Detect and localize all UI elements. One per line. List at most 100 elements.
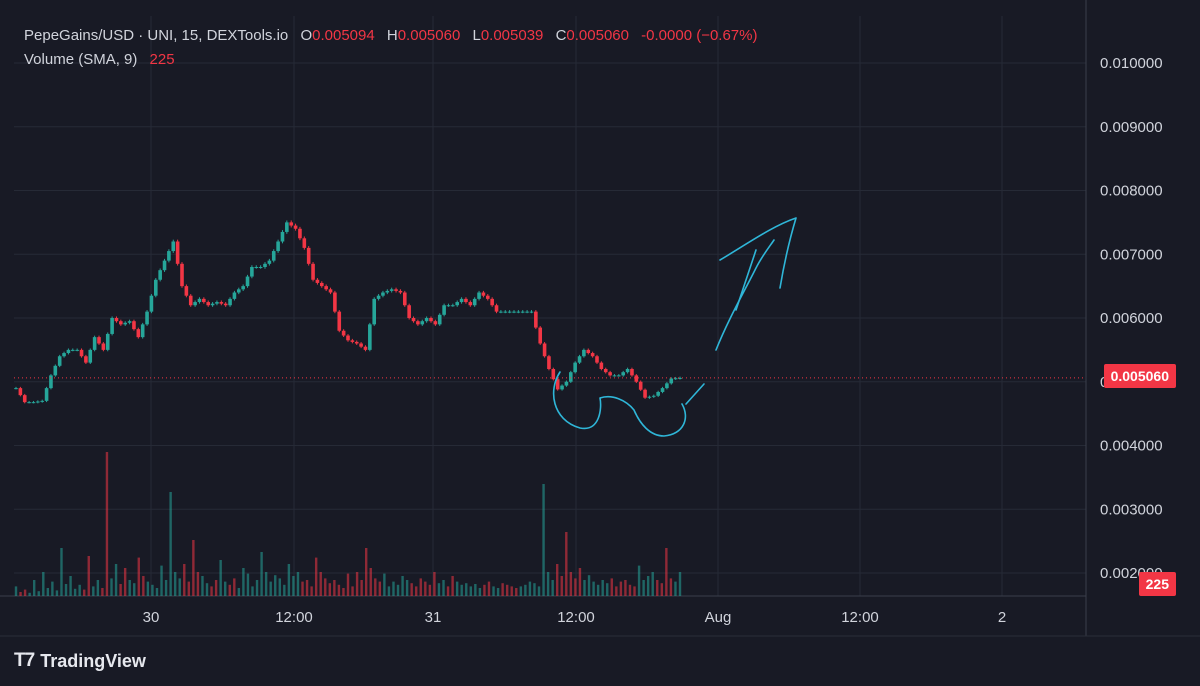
volume-bar xyxy=(651,572,654,596)
candle-body xyxy=(232,292,237,299)
candle-body xyxy=(315,279,320,283)
candle-body xyxy=(302,238,307,248)
volume-bar xyxy=(487,581,491,596)
candle-body xyxy=(258,267,263,268)
candle-body xyxy=(363,346,368,350)
volume-bar xyxy=(360,580,363,596)
candle-body xyxy=(250,267,254,277)
candle-body xyxy=(411,318,416,322)
candle-body xyxy=(551,369,556,380)
volume-bar xyxy=(392,581,395,596)
tradingview-brand[interactable]: T7 TradingView xyxy=(14,650,146,672)
volume-bar xyxy=(64,584,68,596)
open-label: O xyxy=(300,27,313,44)
candle-body xyxy=(36,401,40,403)
candle-body xyxy=(197,298,202,303)
volume-bar xyxy=(455,581,459,596)
volume-bar xyxy=(619,581,623,596)
volume-bar xyxy=(255,580,259,596)
candle-body xyxy=(145,311,149,325)
volume-bar xyxy=(474,584,477,596)
volume-bar xyxy=(260,552,263,596)
candle-body xyxy=(442,305,446,315)
volume-bar xyxy=(483,584,486,596)
volume-bar xyxy=(637,565,641,596)
candle-body xyxy=(70,349,75,351)
volume-bar xyxy=(219,560,222,596)
candle-body xyxy=(149,295,154,312)
candle-body xyxy=(542,343,547,357)
volume-bar xyxy=(242,568,245,596)
candle-body xyxy=(656,391,660,396)
candle-body xyxy=(582,349,586,357)
volume-bar xyxy=(228,584,231,596)
candle-body xyxy=(560,385,564,390)
y-tick-label: 0.007000 xyxy=(1100,246,1163,263)
candle-body xyxy=(608,372,612,376)
volume-bar xyxy=(119,584,122,596)
last-price-tag: 0.005060 xyxy=(1103,364,1176,388)
candle-body xyxy=(241,286,245,290)
chart-legend: PepeGains/USD · UNI, 15, DEXTools.io O0.… xyxy=(24,27,757,75)
volume-bar xyxy=(528,581,532,596)
volume-bar xyxy=(601,580,604,596)
candle-body xyxy=(354,341,359,344)
candle-body xyxy=(223,303,228,306)
volume-tag: 225 xyxy=(1138,572,1176,596)
volume-bar xyxy=(342,588,345,596)
volume-bar xyxy=(187,581,191,596)
volume-bar xyxy=(110,578,113,596)
volume-bar xyxy=(519,586,523,596)
candle-body xyxy=(119,321,123,325)
volume-bar xyxy=(210,586,213,596)
candle-body xyxy=(665,383,669,389)
high-value: 0.005060 xyxy=(397,27,461,44)
candle-body xyxy=(433,321,438,325)
candle-body xyxy=(407,305,411,318)
volume-bar xyxy=(533,583,536,596)
volume-bar xyxy=(128,580,131,596)
volume-bar xyxy=(401,576,404,596)
volume-bar xyxy=(183,564,186,596)
candle-body xyxy=(446,305,451,307)
candle-body xyxy=(136,329,141,338)
volume-bar xyxy=(374,578,377,596)
volume-bar xyxy=(105,452,109,596)
candle-body xyxy=(490,298,494,306)
volume-bar xyxy=(646,576,650,596)
candle-body xyxy=(44,388,49,401)
volume-bar xyxy=(237,588,241,596)
candle-body xyxy=(586,349,591,354)
drawn-arrow-shaft xyxy=(715,239,775,351)
candle-body xyxy=(525,311,529,313)
volume-bar xyxy=(92,586,95,596)
drawn-double-bottom xyxy=(552,371,687,437)
candle-body xyxy=(603,369,608,373)
volume-bar xyxy=(469,586,472,596)
candle-body xyxy=(193,302,197,306)
candle-body xyxy=(359,343,363,347)
candle-body xyxy=(110,318,114,334)
volume-bar xyxy=(164,580,168,596)
volume-bar xyxy=(233,578,236,596)
volume-bar xyxy=(328,583,332,596)
volume-bar xyxy=(505,584,509,596)
volume-bar xyxy=(364,548,368,596)
volume-bar xyxy=(596,584,600,596)
volume-bar xyxy=(583,580,586,596)
candle-body xyxy=(311,263,315,280)
y-tick-label: 0.008000 xyxy=(1100,183,1163,200)
candle-body xyxy=(127,321,132,323)
candle-body xyxy=(66,349,71,354)
volume-bar xyxy=(246,573,250,596)
candle-body xyxy=(673,378,678,380)
candle-body xyxy=(429,318,433,322)
volume-bar xyxy=(283,584,286,596)
volume-bar xyxy=(515,588,518,596)
volume-bar xyxy=(14,586,18,596)
candle-body xyxy=(617,375,621,377)
volume-bar xyxy=(55,590,59,596)
volume-bar xyxy=(296,572,300,596)
